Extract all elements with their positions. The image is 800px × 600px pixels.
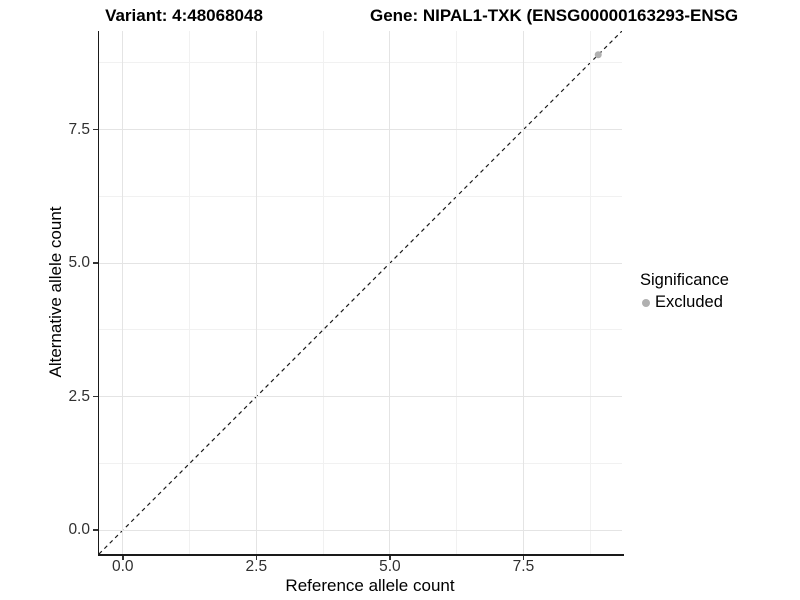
minor-gridline-vertical	[322, 31, 324, 554]
legend: Significance Excluded	[638, 271, 729, 312]
minor-gridline-horizontal	[99, 462, 622, 464]
legend-title: Significance	[640, 271, 729, 289]
variant-title: Variant: 4:48068048	[105, 6, 263, 25]
x-axis-line	[97, 554, 624, 556]
data-point-excluded	[594, 51, 602, 59]
major-gridline-horizontal	[99, 129, 622, 131]
minor-gridline-horizontal	[99, 62, 622, 64]
x-tick-label: 7.5	[512, 558, 535, 575]
y-tick-label: 7.5	[68, 120, 90, 138]
x-axis-tick	[255, 555, 258, 560]
major-gridline-horizontal	[99, 262, 622, 264]
y-tick-label: 5.0	[68, 254, 90, 272]
y-axis-tick	[93, 262, 98, 264]
y-axis-line	[97, 31, 99, 556]
panel-canvas	[99, 31, 622, 554]
major-gridline-vertical	[255, 31, 257, 554]
x-tick-label: 5.0	[379, 558, 401, 575]
x-tick-label: 2.5	[245, 558, 268, 575]
minor-gridline-horizontal	[99, 195, 622, 197]
gene-title: Gene: NIPAL1-TXK (ENSG00000163293-ENSG	[370, 6, 739, 25]
major-gridline-vertical	[389, 31, 391, 554]
major-gridline-vertical	[522, 31, 524, 554]
minor-gridline-vertical	[589, 31, 591, 554]
legend-item-excluded: Excluded	[638, 293, 729, 312]
y-axis-tick	[93, 128, 98, 131]
major-gridline-horizontal	[99, 529, 622, 531]
y-axis-tick	[93, 395, 98, 398]
major-gridline-horizontal	[99, 396, 622, 398]
x-axis-tick	[389, 555, 391, 560]
minor-gridline-horizontal	[99, 329, 622, 331]
identity-dashed-line	[99, 31, 622, 554]
y-axis-tick	[93, 529, 98, 531]
y-tick-label: 2.5	[68, 387, 90, 405]
x-axis-tick	[122, 555, 124, 560]
y-axis-title: Alternative allele count	[46, 206, 65, 378]
x-tick-label: 0.0	[111, 558, 134, 575]
plot-panel	[99, 31, 622, 554]
x-axis-tick	[522, 555, 525, 560]
minor-gridline-vertical	[189, 31, 191, 554]
legend-item-label: Excluded	[655, 293, 723, 311]
major-gridline-vertical	[122, 31, 124, 554]
y-tick-label: 0.0	[68, 521, 90, 539]
minor-gridline-vertical	[456, 31, 458, 554]
excluded-point-icon	[642, 298, 650, 307]
x-axis-title: Reference allele count	[285, 576, 455, 595]
